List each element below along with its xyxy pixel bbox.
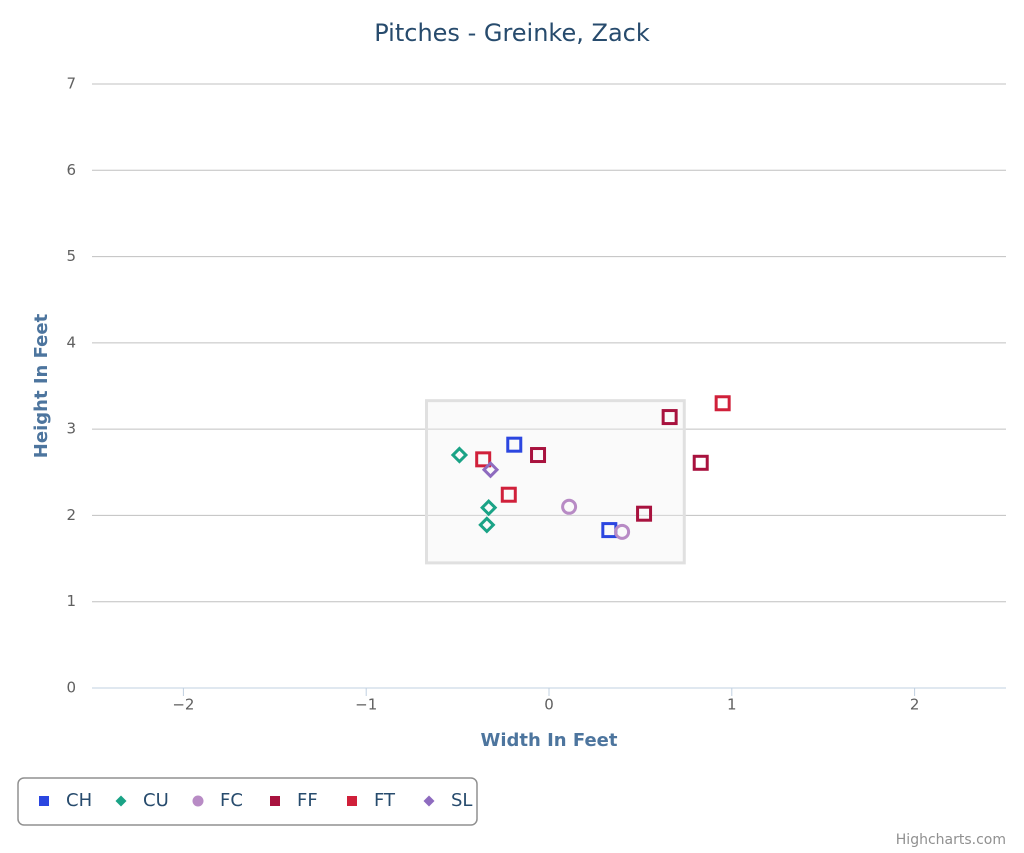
point bbox=[500, 486, 517, 503]
y-tick-label: 7 bbox=[66, 75, 76, 93]
legend-symbol bbox=[270, 796, 280, 806]
point bbox=[661, 409, 678, 426]
point bbox=[714, 395, 731, 412]
point bbox=[530, 447, 547, 464]
strike-zone bbox=[425, 399, 686, 565]
point bbox=[561, 498, 578, 515]
legend-label[interactable]: CH bbox=[66, 790, 92, 811]
legend-label[interactable]: FT bbox=[374, 790, 396, 811]
y-tick-label: 5 bbox=[66, 247, 76, 265]
x-tick-label: −2 bbox=[172, 696, 194, 714]
legend-box bbox=[17, 777, 478, 826]
y-tick-label: 1 bbox=[66, 592, 76, 610]
y-tick-label: 2 bbox=[66, 506, 76, 524]
legend-symbol bbox=[423, 795, 435, 807]
x-tick-label: −1 bbox=[355, 696, 377, 714]
point bbox=[475, 451, 492, 468]
point bbox=[450, 446, 469, 464]
point bbox=[636, 505, 653, 522]
legend-label[interactable]: FF bbox=[297, 790, 318, 811]
legend-symbol bbox=[115, 795, 127, 807]
y-tick-label: 3 bbox=[66, 420, 76, 438]
x-tick-label: 2 bbox=[910, 696, 920, 714]
legend-label[interactable]: SL bbox=[451, 790, 472, 811]
legend-label[interactable]: CU bbox=[143, 790, 169, 811]
legend-symbol bbox=[347, 796, 357, 806]
y-tick-label: 6 bbox=[66, 161, 76, 179]
point bbox=[506, 436, 523, 453]
point bbox=[478, 516, 496, 534]
point bbox=[614, 523, 631, 540]
legend-label[interactable]: FC bbox=[220, 790, 243, 811]
y-tick-label: 4 bbox=[66, 333, 76, 351]
x-tick-label: 1 bbox=[727, 696, 737, 714]
credits[interactable]: Highcharts.com bbox=[896, 832, 1006, 848]
y-axis-title: Height In Feet bbox=[31, 313, 52, 458]
legend-symbol bbox=[192, 795, 204, 807]
point bbox=[692, 454, 709, 471]
x-axis-title: Width In Feet bbox=[481, 730, 618, 751]
point bbox=[480, 499, 498, 517]
y-tick-label: 0 bbox=[66, 679, 76, 697]
point bbox=[481, 461, 500, 479]
legend-symbol bbox=[39, 796, 49, 806]
chart-title: Pitches - Greinke, Zack bbox=[374, 19, 650, 47]
x-tick-label: 0 bbox=[544, 696, 554, 714]
